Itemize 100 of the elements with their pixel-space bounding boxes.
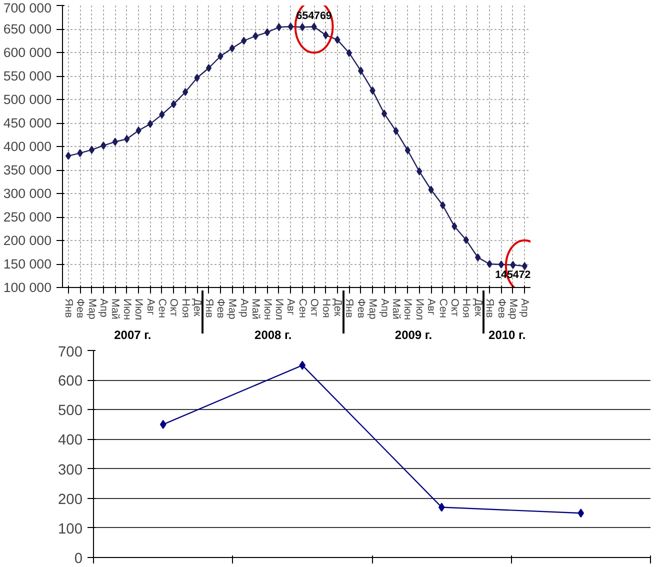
x-tick-label: Фев: [74, 298, 86, 319]
point: [66, 152, 72, 160]
x-tick-label: Янв: [202, 298, 215, 318]
y-tick-label: 150 000: [3, 256, 52, 272]
text: 2007 г.: [114, 328, 152, 342]
x-tick-label: Окт: [168, 298, 180, 317]
point: [486, 260, 492, 268]
y-tick-label: 200: [58, 492, 83, 508]
text: 2008 г.: [254, 328, 292, 342]
x-tick-label: Окт: [308, 298, 320, 317]
point: [124, 134, 130, 143]
x-tick-label: Дек: [331, 298, 344, 317]
x-tick-label: Дек: [191, 298, 204, 317]
point: [334, 36, 340, 44]
point: [88, 146, 95, 154]
point: [288, 22, 294, 31]
point: [498, 260, 504, 268]
point: [194, 74, 200, 82]
text: 2010 г.: [488, 328, 526, 342]
x-tick-label: Мар: [366, 298, 379, 320]
point: [475, 253, 481, 262]
point: [147, 120, 154, 128]
y-tick-label: 650 000: [3, 22, 52, 36]
x-tick-label: Фев: [214, 298, 226, 319]
x-tick-label: Сен: [156, 298, 168, 318]
point: [381, 110, 388, 118]
x-tick-label: Апр: [378, 298, 390, 318]
text: 2009 г.: [394, 328, 432, 342]
x-tick-label: Янв: [343, 298, 356, 318]
point: [346, 48, 352, 57]
point: [160, 420, 166, 429]
y-tick-label: 200 000: [3, 233, 52, 248]
y-tick-label: 700: [58, 344, 83, 360]
y-tick-label: 100 000: [3, 280, 52, 295]
x-tick-label: Мар: [506, 298, 519, 320]
point: [311, 22, 317, 31]
x-tick-label: Ноя: [460, 298, 472, 318]
x-tick-label: Ноя: [179, 298, 192, 318]
point: [241, 36, 247, 45]
x-tick-label: Май: [109, 298, 122, 320]
x-tick-label: Янв: [62, 298, 74, 318]
y-tick-label: 500 000: [3, 92, 52, 107]
y-tick-label: 550 000: [3, 68, 52, 84]
x-tick-label: Фев: [354, 298, 367, 319]
point: [112, 138, 118, 146]
y-tick-label: 350 000: [3, 162, 52, 178]
point: [159, 110, 165, 119]
y-tick-label: 450 000: [3, 116, 52, 130]
point: [170, 100, 176, 108]
y-tick-label: 100: [58, 521, 83, 538]
point: [463, 236, 469, 244]
x-tick-label: Мар: [226, 298, 238, 320]
point: [182, 88, 188, 96]
x-tick-label: Июн: [402, 298, 414, 320]
point: [438, 502, 445, 512]
point: [252, 32, 258, 40]
point: [299, 360, 306, 370]
point: [452, 222, 458, 230]
x-tick-label: Май: [390, 298, 402, 320]
y-tick-label: 400: [58, 432, 83, 449]
x-tick-label: Ноя: [320, 298, 332, 318]
y-tick-label: 500: [58, 403, 83, 420]
y-tick-label: 300 000: [3, 186, 52, 201]
point: [300, 23, 306, 32]
point: [136, 126, 142, 135]
x-tick-label: Окт: [448, 298, 460, 317]
x-tick-label: Янв: [484, 298, 496, 318]
x-tick-label: Авг: [425, 298, 438, 316]
x-tick-label: Авг: [284, 298, 297, 316]
point: [218, 52, 224, 60]
x-tick-label: Мар: [86, 298, 98, 320]
x-tick-label: Фев: [495, 298, 508, 319]
x-tick-label: Дек: [472, 298, 484, 317]
y-tick-label: 0: [74, 551, 83, 567]
point: [276, 23, 282, 32]
point: [370, 86, 376, 95]
y-tick-label: 700 000: [3, 0, 52, 16]
y-tick-label: 600: [58, 374, 83, 390]
point: [428, 186, 434, 194]
x-tick-label: Авг: [144, 298, 156, 316]
point: [77, 149, 83, 158]
point: [206, 64, 212, 72]
point: [100, 142, 106, 150]
x-tick-label: Апр: [518, 298, 531, 318]
x-tick-label: Апр: [238, 298, 250, 318]
x-tick-label: Апр: [97, 298, 110, 318]
x-tick-label: Июл: [272, 298, 285, 320]
x-tick-label: Май: [250, 298, 262, 320]
x-tick-label: Сен: [436, 298, 449, 318]
x-tick-label: Сен: [296, 298, 308, 318]
point: [264, 28, 270, 36]
x-tick-label: Июн: [120, 298, 133, 320]
point: [393, 126, 399, 135]
x-tick-label: Июл: [413, 298, 426, 320]
point: [322, 31, 329, 40]
y-tick-label: 600 000: [3, 45, 52, 60]
point: [358, 66, 364, 75]
y-tick-label: 400 000: [3, 139, 52, 154]
y-tick-label: 250 000: [3, 210, 52, 224]
point: [510, 260, 516, 269]
